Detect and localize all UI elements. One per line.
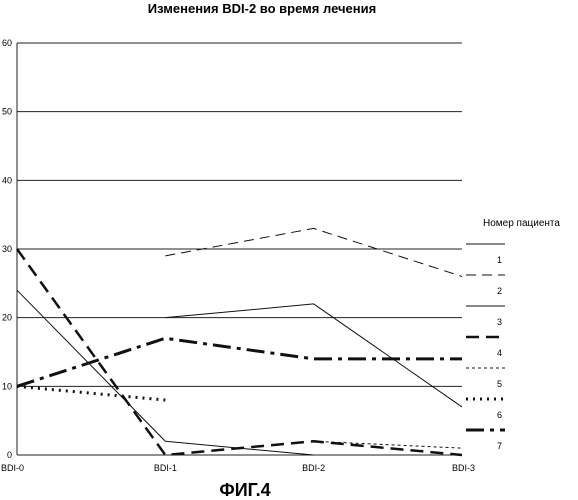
legend-label-3: 3 — [497, 317, 502, 327]
y-tick-label-40: 40 — [2, 175, 12, 185]
series-line-6 — [17, 386, 165, 400]
x-tick-label-BDI-3: BDI-3 — [452, 463, 475, 473]
legend: Номер пациента 1 2 3 4 5 6 7 — [466, 218, 560, 451]
y-tick-label-60: 60 — [2, 38, 12, 48]
y-tick-label-10: 10 — [2, 381, 12, 391]
series-line-7 — [17, 338, 462, 386]
figure-caption: ФИГ.4 — [219, 480, 270, 500]
grid — [17, 43, 462, 386]
series-line-2 — [165, 228, 462, 276]
legend-label-1: 1 — [497, 255, 502, 265]
series-line-4 — [17, 249, 462, 455]
chart-title: Изменения BDI-2 во время лечения — [148, 1, 376, 16]
legend-label-5: 5 — [497, 379, 502, 389]
legend-label-6: 6 — [497, 410, 502, 420]
legend-label-7: 7 — [497, 441, 502, 451]
y-tick-label-50: 50 — [2, 107, 12, 117]
y-tick-label-30: 30 — [2, 244, 12, 254]
x-tick-label-BDI-0: BDI-0 — [1, 463, 24, 473]
legend-label-2: 2 — [497, 286, 502, 296]
series-line-3 — [165, 304, 462, 407]
legend-label-4: 4 — [497, 348, 502, 358]
x-tick-label-BDI-1: BDI-1 — [154, 463, 177, 473]
axes: 0 10 20 30 40 50 60 BDI-0 BDI-1 BDI-2 BDI-3 — [1, 38, 475, 473]
y-tick-label-0: 0 — [7, 450, 12, 460]
x-tick-label-BDI-2: BDI-2 — [302, 463, 325, 473]
y-tick-label-20: 20 — [2, 313, 12, 323]
legend-title: Номер пациента — [483, 218, 560, 229]
series-lines — [17, 228, 462, 455]
